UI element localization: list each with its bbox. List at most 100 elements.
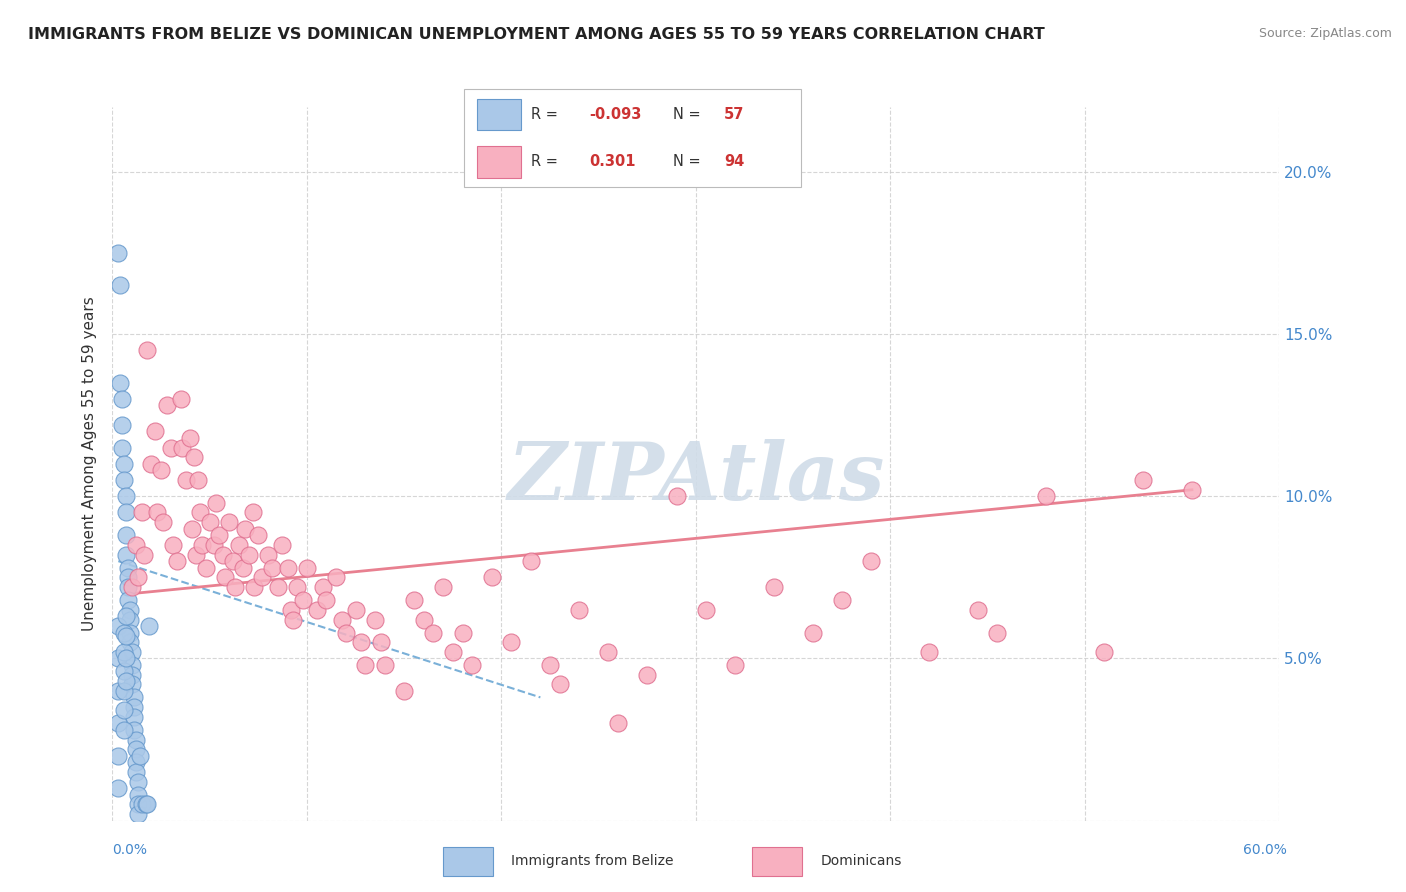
Point: [127, 774, 149, 789]
Point: [176, 473, 198, 487]
Point: [311, 580, 333, 594]
Point: [232, 560, 254, 574]
Point: [146, 506, 169, 520]
Point: [125, 732, 148, 747]
Point: [607, 716, 630, 731]
Point: [374, 657, 396, 672]
Point: [247, 528, 270, 542]
Point: [117, 580, 139, 594]
Point: [441, 645, 464, 659]
Point: [198, 515, 221, 529]
Point: [295, 560, 318, 574]
Point: [107, 781, 129, 796]
Point: [122, 710, 145, 724]
Point: [422, 625, 444, 640]
Point: [118, 625, 141, 640]
FancyBboxPatch shape: [478, 99, 522, 130]
Point: [305, 603, 328, 617]
Point: [187, 473, 209, 487]
Point: [986, 625, 1008, 640]
Point: [695, 603, 717, 617]
Point: [111, 417, 134, 432]
FancyBboxPatch shape: [478, 146, 522, 178]
Point: [118, 635, 141, 649]
Point: [191, 538, 214, 552]
Point: [224, 580, 246, 594]
Point: [127, 797, 149, 812]
Point: [127, 570, 149, 584]
Point: [183, 450, 205, 465]
Point: [204, 496, 226, 510]
Text: R =: R =: [531, 107, 562, 122]
Point: [354, 657, 377, 672]
FancyBboxPatch shape: [443, 847, 492, 876]
Point: [801, 625, 824, 640]
Point: [156, 399, 179, 413]
Point: [125, 764, 148, 779]
Point: [636, 667, 658, 681]
Point: [125, 538, 148, 552]
Text: 0.301: 0.301: [589, 154, 636, 169]
Point: [257, 548, 280, 562]
Point: [451, 625, 474, 640]
Point: [260, 560, 283, 574]
Point: [665, 489, 688, 503]
Point: [228, 538, 250, 552]
Point: [128, 748, 150, 763]
Point: [117, 560, 139, 574]
Point: [107, 619, 129, 633]
Point: [1092, 645, 1115, 659]
Point: [432, 580, 454, 594]
Point: [364, 613, 387, 627]
Point: [107, 684, 129, 698]
Point: [107, 651, 129, 665]
Point: [121, 677, 143, 691]
FancyBboxPatch shape: [464, 89, 801, 187]
Point: [285, 580, 308, 594]
Point: [107, 716, 129, 731]
Point: [1035, 489, 1057, 503]
Point: [117, 570, 139, 584]
Point: [280, 603, 302, 617]
Point: [481, 570, 503, 584]
Point: [122, 690, 145, 705]
Point: [110, 376, 132, 390]
Text: R =: R =: [531, 154, 562, 169]
Point: [136, 797, 159, 812]
Point: [283, 613, 305, 627]
Point: [252, 570, 274, 584]
Point: [138, 619, 160, 633]
Point: [172, 441, 194, 455]
Point: [598, 645, 620, 659]
Point: [519, 554, 541, 568]
Point: [107, 748, 129, 763]
Text: 57: 57: [724, 107, 744, 122]
Text: N =: N =: [673, 154, 706, 169]
Point: [115, 489, 138, 503]
Point: [127, 788, 149, 802]
Point: [242, 506, 264, 520]
Point: [330, 613, 353, 627]
Point: [115, 528, 138, 542]
Point: [831, 593, 853, 607]
Point: [267, 580, 290, 594]
Point: [212, 548, 235, 562]
Point: [238, 548, 260, 562]
Point: [918, 645, 941, 659]
Point: [125, 756, 148, 770]
Text: -0.093: -0.093: [589, 107, 641, 122]
Point: [461, 657, 484, 672]
Point: [111, 441, 134, 455]
Point: [169, 392, 191, 406]
Point: [218, 515, 240, 529]
Point: [135, 797, 157, 812]
Point: [181, 522, 204, 536]
Point: [402, 593, 425, 607]
Point: [125, 742, 148, 756]
Point: [202, 538, 225, 552]
Point: [152, 515, 174, 529]
Point: [115, 629, 138, 643]
Text: Immigrants from Belize: Immigrants from Belize: [512, 854, 673, 868]
Point: [132, 548, 155, 562]
Point: [136, 343, 159, 358]
